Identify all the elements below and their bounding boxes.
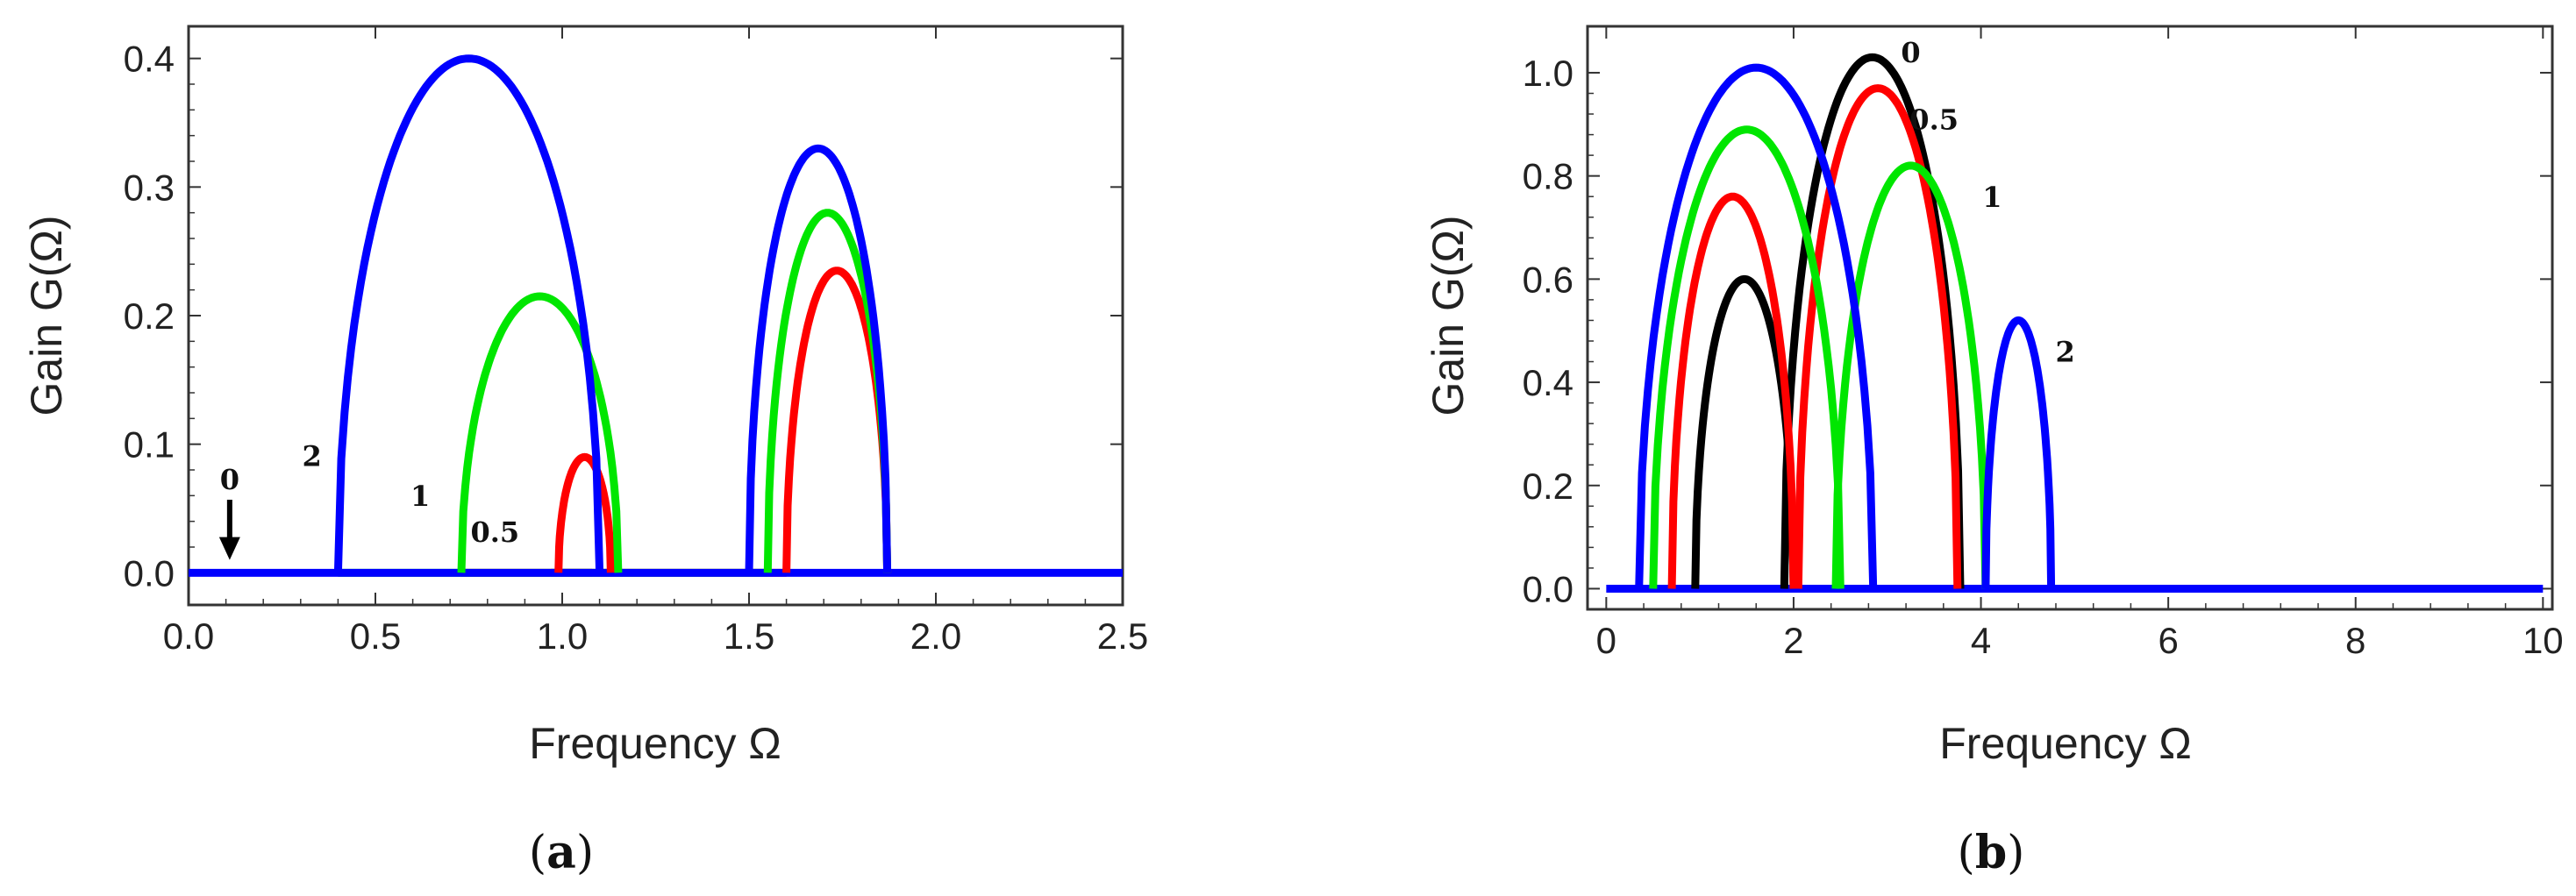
- gain-lobe-2-1-a: [333, 54, 604, 573]
- panel-letter-a: a: [546, 826, 576, 879]
- panel-label-a: (a): [529, 826, 594, 879]
- y-tick-label-b: 0.8: [1523, 156, 1573, 197]
- gain-lobe-1-1-b: [1649, 125, 1845, 589]
- x-axis-title-b: Frequency Ω: [1939, 719, 2192, 768]
- panel-a: 0.0 0.5 1.0 1.5 2.0 2.5 0.0 0.1 0.2 0.3 0.4 0 2 1 0.5…: [22, 25, 1148, 879]
- y-tick-label-a: 0.1: [124, 424, 175, 466]
- gain-lobe-0_5-1-b: [1667, 192, 1798, 589]
- x-tick-label-a: 2.5: [1097, 615, 1148, 657]
- x-tick-label-a: 2.0: [910, 615, 961, 657]
- ticks-b: 0 2 4 6 8 100.00.20.40.60.81.0: [1523, 26, 2564, 661]
- annotations-a: 0 2 1 0.5: [218, 440, 519, 560]
- plot-frame-b: [1586, 25, 2554, 611]
- x-tick-label-a: 1.5: [724, 615, 774, 657]
- gain-lobe-0-2-b: [1780, 53, 1965, 589]
- x-tick-label-b: 6: [2158, 620, 2178, 661]
- x-axis-title-a: Frequency Ω: [529, 719, 781, 768]
- panel-b: 0 2 4 6 8 10 0.0 0.2 0.4 0.6 0.8 1.0 0 0.5 1 2 Frequen…: [1424, 25, 2564, 879]
- gain-lobe-0-1-b: [1691, 274, 1798, 589]
- lobes-b: [1635, 53, 2056, 589]
- gain-lobe-1-2-a: [763, 209, 892, 573]
- x-tick-label-a: 1.0: [537, 615, 588, 657]
- y-tick-label-b: 1.0: [1523, 53, 1573, 94]
- y-axis-title-a: Gain G(Ω): [22, 215, 71, 416]
- gain-lobe-1-2-b: [1831, 161, 1990, 589]
- x-tick-label-b: 0: [1596, 620, 1616, 661]
- y-axis-title-b: Gain G(Ω): [1424, 215, 1473, 416]
- gain-lobe-2-2-a: [745, 144, 892, 573]
- y-tick-label-a: 0.3: [124, 167, 175, 208]
- y-tick-label-b: 0.6: [1523, 259, 1573, 300]
- curve-label-1-a: 1: [410, 480, 430, 513]
- gain-lobe-0_5-2-b: [1794, 84, 1962, 589]
- x-tick-label-b: 2: [1783, 620, 1803, 661]
- annotations-b: 0 0.5 1 2: [1901, 36, 2074, 368]
- lobes-a: [333, 54, 892, 573]
- panel-letter-b: b: [1975, 826, 2007, 879]
- y-tick-label-b: 0.2: [1523, 466, 1573, 507]
- curve-label-1-b: 1: [1982, 181, 2002, 214]
- gain-lobe-0_5-1-a: [554, 452, 615, 573]
- x-tick-label-b: 4: [1971, 620, 1991, 661]
- curve-label-0_5-b: 0.5: [1909, 103, 1959, 137]
- plot-frame-a: [187, 25, 1124, 607]
- ticks-a: 0.0 0.5 1.0 1.5 2.0 2.5 0.0 0.1 0.2 0.3 0.4: [124, 26, 1148, 657]
- y-tick-label-a: 0.0: [124, 552, 175, 594]
- gain-lobe-2-1-b: [1635, 63, 1878, 589]
- x-tick-label-b: 8: [2345, 620, 2365, 661]
- curve-label-0-b: 0: [1901, 36, 1920, 69]
- x-tick-label-a: 0.0: [163, 615, 214, 657]
- gain-lobe-2-2-b: [1981, 316, 2056, 589]
- y-tick-label-b: 0.0: [1523, 568, 1573, 609]
- curve-label-2-a: 2: [302, 440, 321, 473]
- x-tick-label-a: 0.5: [350, 615, 401, 657]
- y-tick-label-b: 0.4: [1523, 362, 1573, 403]
- curve-label-0_5-a: 0.5: [470, 516, 519, 549]
- x-tick-label-b: 10: [2522, 620, 2564, 661]
- curve-label-2-b: 2: [2056, 336, 2075, 369]
- panel-label-b: (b): [1958, 826, 2025, 879]
- y-tick-label-a: 0.2: [124, 295, 175, 337]
- arrow-head-icon: [218, 537, 240, 560]
- curve-label-0-a: 0: [220, 463, 239, 496]
- y-tick-label-a: 0.4: [124, 39, 175, 80]
